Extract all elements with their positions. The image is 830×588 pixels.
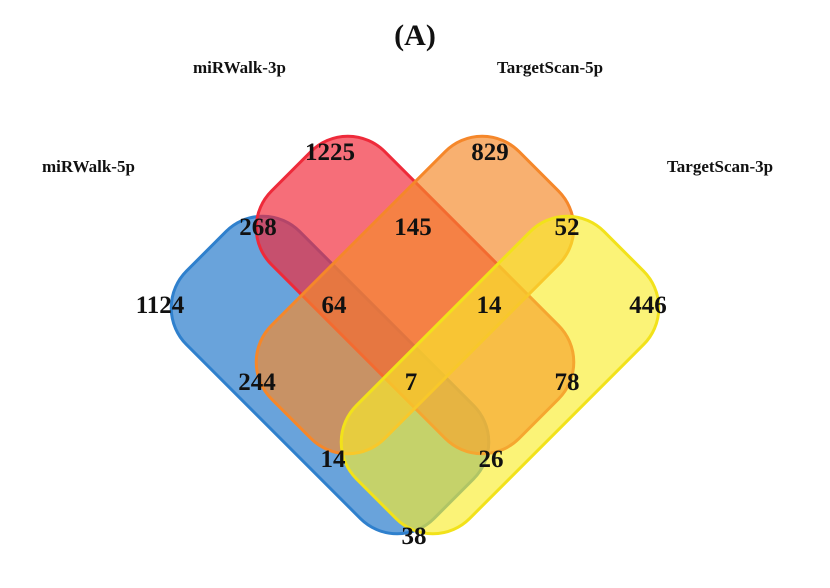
panel-label: (A) bbox=[394, 19, 436, 52]
count-mirwalk5p-only: 1124 bbox=[136, 292, 185, 319]
count-mirwalk3p-targetscan5p: 145 bbox=[394, 214, 432, 241]
set-label-mirwalk3p: miRWalk-3p bbox=[193, 58, 286, 77]
count-mirwalk5p-mirwalk3p-targetscan5p: 64 bbox=[322, 292, 348, 319]
count-all-four: 7 bbox=[405, 369, 418, 396]
region-counts: 1225 829 268 145 52 1124 64 14 446 244 7… bbox=[136, 139, 667, 550]
set-shape-targetscan3p bbox=[339, 214, 661, 536]
set-label-targetscan3p: TargetScan-3p bbox=[667, 157, 773, 176]
count-mirwalk5p-targetscan3p: 38 bbox=[402, 523, 427, 550]
set-shapes bbox=[169, 134, 661, 536]
count-mirwalk3p-targetscan5p-targetscan3p: 14 bbox=[477, 292, 503, 319]
count-mirwalk5p-mirwalk3p: 268 bbox=[239, 214, 277, 241]
count-mirwalk3p-only: 1225 bbox=[305, 139, 355, 166]
count-targetscan5p-targetscan3p: 52 bbox=[555, 214, 580, 241]
count-mirwalk3p-targetscan3p: 78 bbox=[555, 369, 580, 396]
count-mirwalk5p-targetscan5p: 244 bbox=[238, 369, 276, 396]
set-label-targetscan5p: TargetScan-5p bbox=[497, 58, 603, 77]
set-label-mirwalk5p: miRWalk-5p bbox=[42, 157, 135, 176]
count-targetscan3p-only: 446 bbox=[629, 292, 667, 319]
count-mirwalk5p-mirwalk3p-targetscan3p: 26 bbox=[479, 446, 504, 473]
count-mirwalk5p-targetscan5p-targetscan3p: 14 bbox=[321, 446, 347, 473]
count-targetscan5p-only: 829 bbox=[471, 139, 509, 166]
